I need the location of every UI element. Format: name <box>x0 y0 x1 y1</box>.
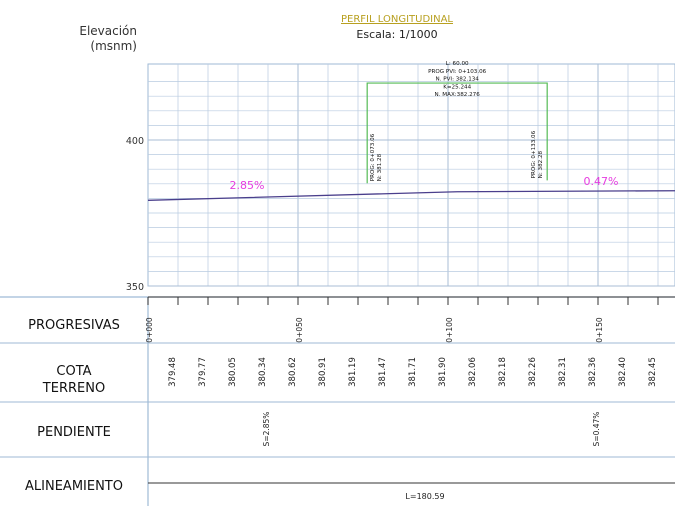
cota-value: 380.62 <box>288 357 298 387</box>
slope-labels: 2.85% 0.47% <box>230 175 619 192</box>
vertical-curve: L: 60.00 PROG PVI: 0+103.06 N. PVI: 382.13… <box>366 61 548 184</box>
cota-value: 380.91 <box>318 357 328 387</box>
slope-label: 0.47% <box>584 175 619 188</box>
station-label: 0+100 <box>445 317 454 343</box>
cota-value: 379.48 <box>168 357 178 387</box>
cota-value: 380.05 <box>228 357 238 387</box>
y-tick-label: 400 <box>126 136 144 147</box>
cota-value: 380.34 <box>258 357 268 387</box>
chart-scale: Escala: 1/1000 <box>356 28 437 41</box>
y-axis-label-line2: (msnm) <box>90 39 137 53</box>
cota-value: 379.77 <box>198 357 208 387</box>
cota-value: 382.45 <box>648 357 658 387</box>
pvc-elevation-label: N: 381.28 <box>377 153 383 181</box>
pendiente-row: S=2.85% S=0.47% <box>262 412 601 447</box>
cota-terreno-row: 379.48 379.77 380.05 380.34 380.62 380.91 381.… <box>168 357 658 387</box>
cota-value: 382.36 <box>588 357 598 387</box>
station-label: 0+150 <box>595 317 604 343</box>
chart-title: PERFIL LONGITUDINAL <box>341 14 453 25</box>
vertical-curve-bracket <box>366 82 548 184</box>
alineamiento-length: L=180.59 <box>405 492 444 501</box>
row-label-alineamiento: ALINEAMIENTO <box>25 479 123 494</box>
curve-info-line: L: 60.00 <box>446 61 469 67</box>
row-label-cota-terreno: COTA TERRENO <box>42 364 106 396</box>
cota-value: 381.19 <box>348 357 358 387</box>
station-label: 0+050 <box>295 317 304 343</box>
data-table <box>0 296 675 506</box>
pendiente-value: S=0.47% <box>592 412 601 447</box>
cota-value: 381.47 <box>378 357 388 387</box>
cota-value: 382.06 <box>468 357 478 387</box>
progresivas-row: 0+000 0+050 0+100 0+150 <box>145 296 675 343</box>
chart-grid <box>147 63 675 287</box>
cota-value: 382.40 <box>618 357 628 387</box>
curve-info-line: K=25.244 <box>443 84 471 90</box>
slope-label: 2.85% <box>230 179 265 192</box>
ptv-elevation-label: N: 382.28 <box>538 150 544 178</box>
station-label: 0+000 <box>145 317 154 343</box>
pvc-station-label: PROG: 0+073.06 <box>370 133 376 181</box>
pendiente-value: S=2.85% <box>262 412 271 447</box>
cota-value: 381.71 <box>408 357 418 387</box>
curve-info-line: N. MAX:382.276 <box>435 92 481 98</box>
y-tick-labels: 400 350 <box>126 136 144 293</box>
row-label-pendiente: PENDIENTE <box>37 425 111 440</box>
cota-value: 382.26 <box>528 357 538 387</box>
profile-line <box>147 190 675 201</box>
row-label-progresivas: PROGRESIVAS <box>28 318 120 333</box>
ptv-station-label: PROG: 0+133.06 <box>531 130 537 178</box>
y-axis-label-line1: Elevación <box>79 24 137 38</box>
y-tick-label: 350 <box>126 282 144 293</box>
cota-value: 381.90 <box>438 357 448 387</box>
cota-value: 382.18 <box>498 357 508 387</box>
cota-value: 382.31 <box>558 357 568 387</box>
alineamiento-row: L=180.59 <box>148 482 675 501</box>
curve-info-line: N. PVI: 382.134 <box>435 77 479 83</box>
curve-info-line: PROG PVI: 0+103.06 <box>428 69 487 75</box>
